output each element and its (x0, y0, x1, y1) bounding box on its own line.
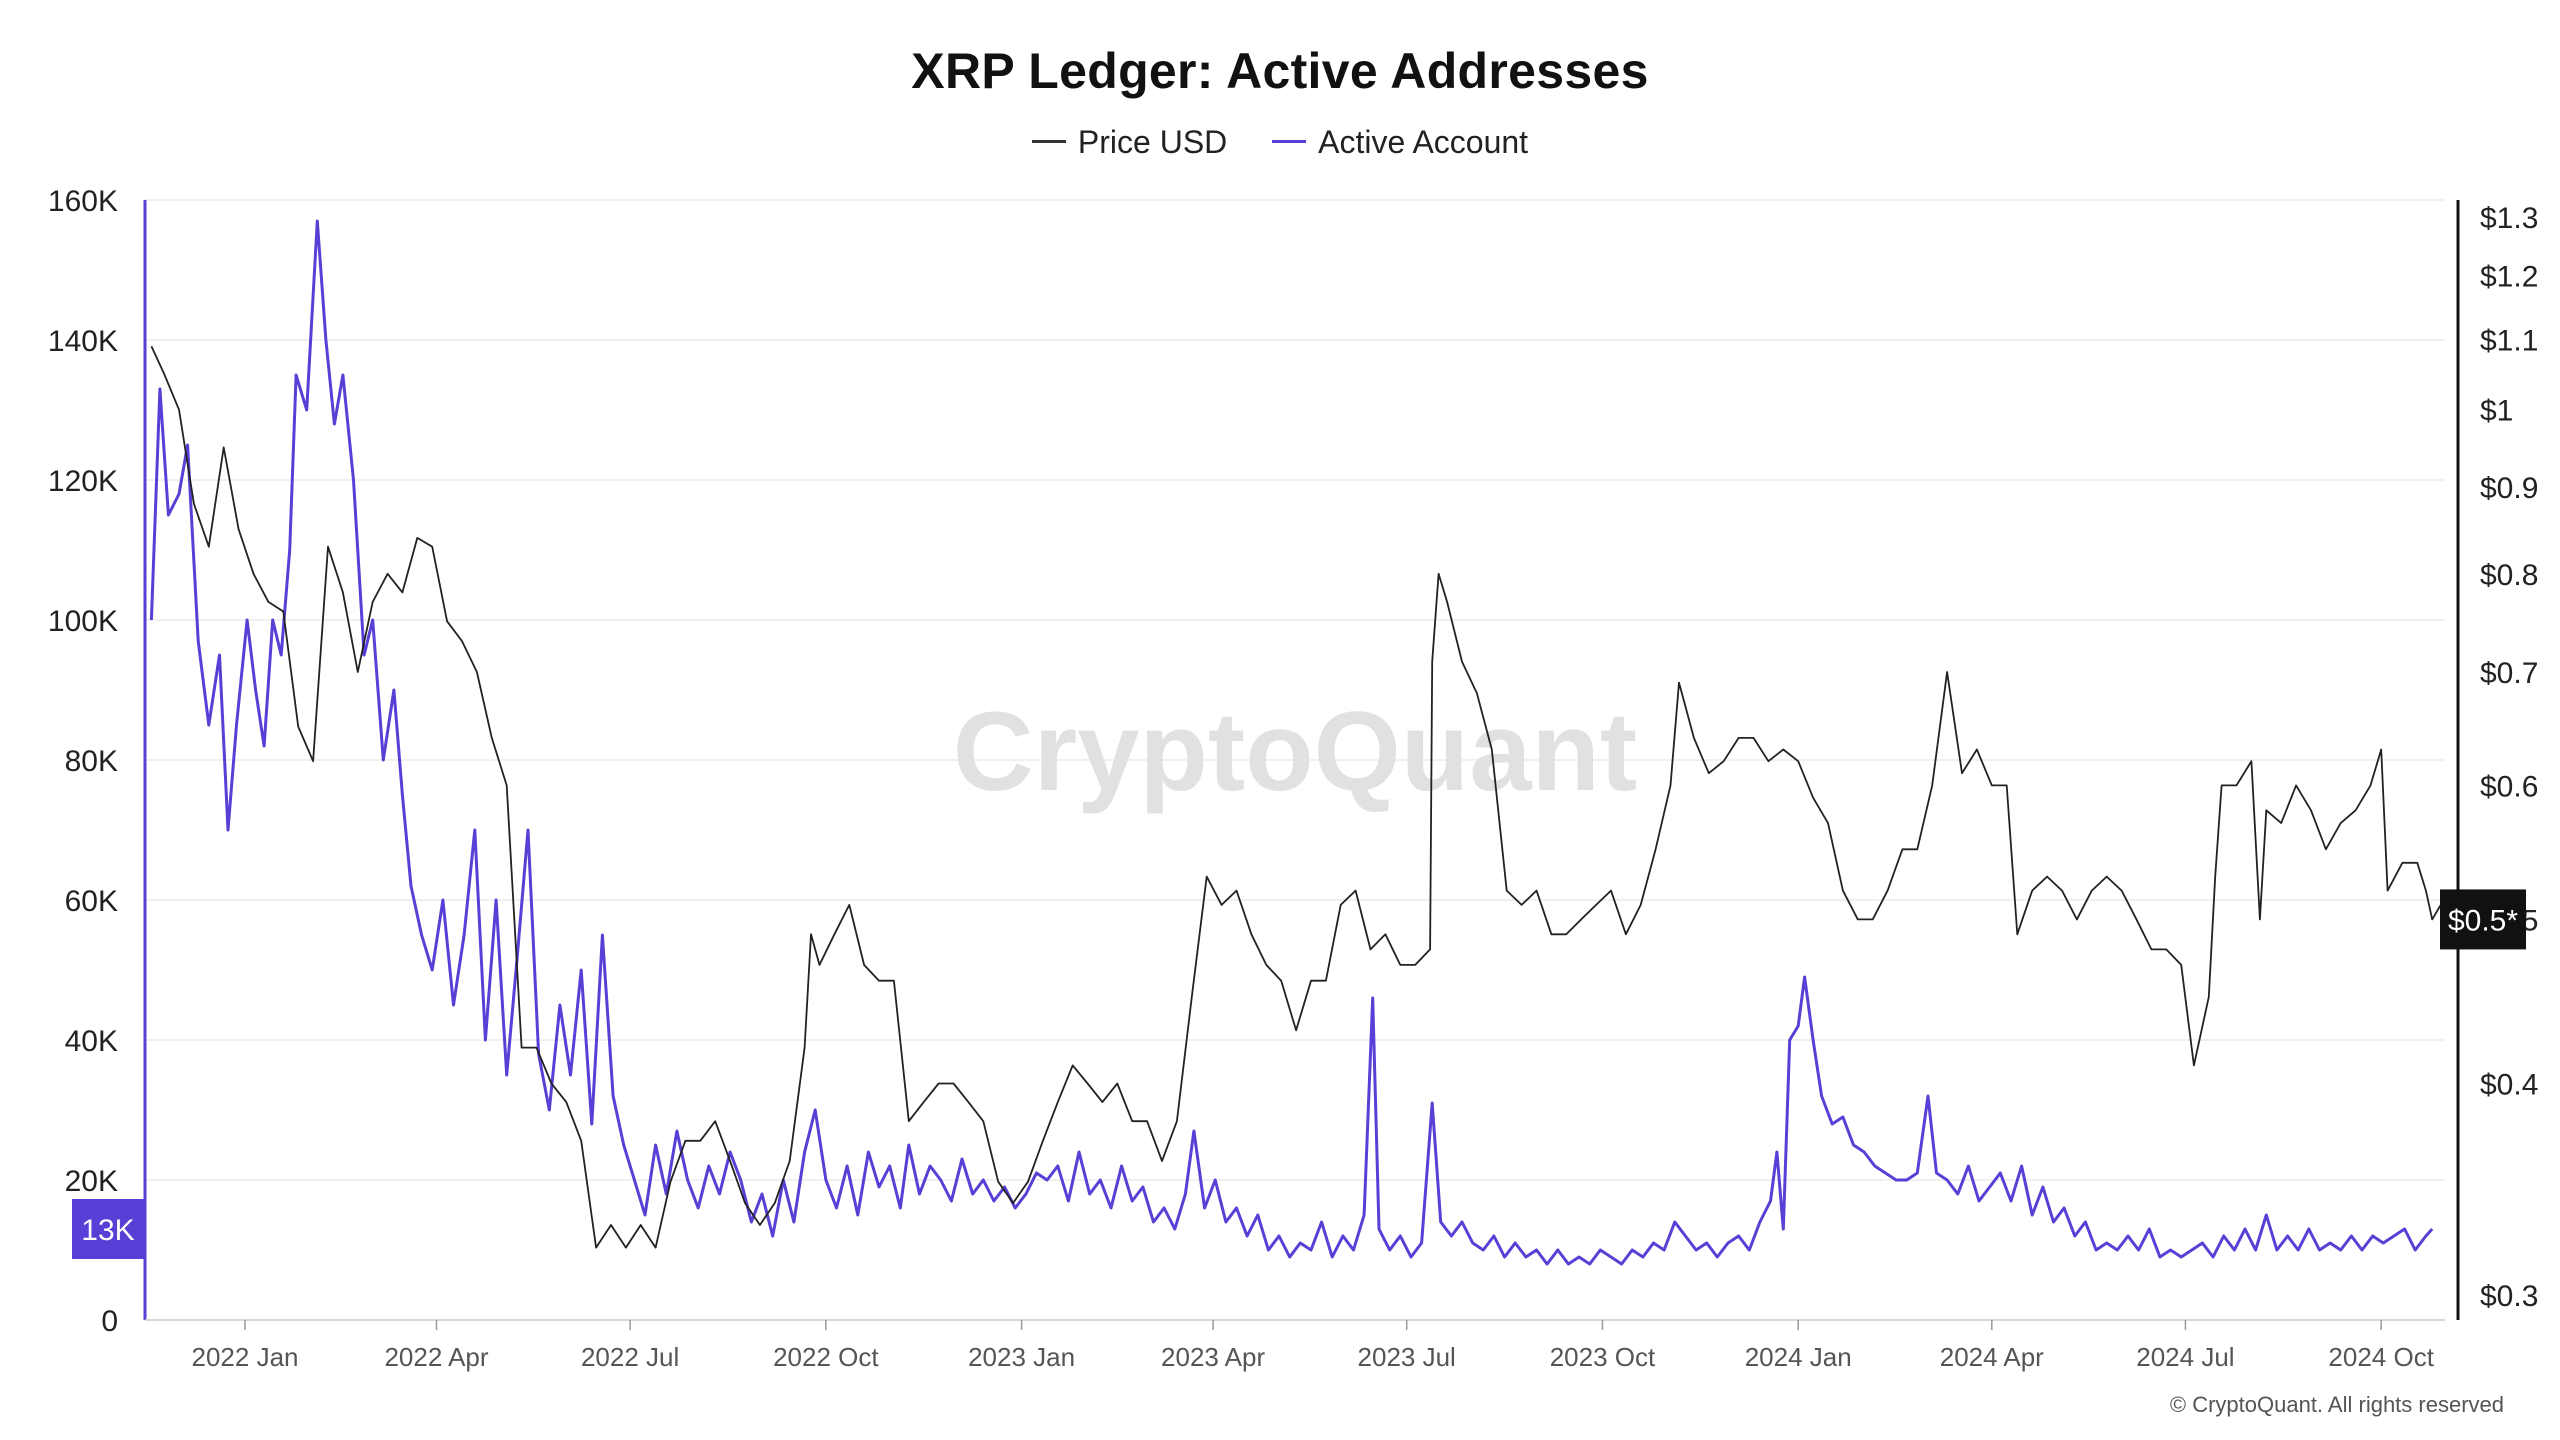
y-left-tick-label: 60K (65, 885, 118, 918)
x-tick-label: 2022 Oct (773, 1342, 879, 1372)
copyright: © CryptoQuant. All rights reserved (2169, 1392, 2504, 1417)
gridlines (145, 199, 2445, 1181)
legend-item-price[interactable]: Price USD (1031, 124, 1228, 161)
current-value-label-left: 13K (81, 1214, 134, 1247)
price-usd-line (150, 345, 2442, 1249)
legend-swatch-price (1031, 140, 1066, 144)
y-axis-right-labels: $0.3$0.4$0.5$0.6$0.7$0.8$0.9$1$1.1$1.2$1… (2480, 202, 2538, 1313)
x-tick-label: 2023 Apr (1161, 1342, 1265, 1372)
y-right-tick-label: $0.6 (2480, 770, 2538, 803)
y-right-tick-label: $0.7 (2480, 657, 2538, 690)
y-right-tick-label: $1 (2480, 395, 2513, 428)
legend-item-active[interactable]: Active Account (1272, 124, 1528, 161)
series-price-usd (150, 345, 2442, 1249)
y-left-tick-label: 0 (101, 1305, 118, 1338)
x-tick-label: 2024 Jul (2136, 1342, 2234, 1372)
y-right-tick-label: $1.2 (2480, 261, 2538, 294)
x-tick-label: 2024 Oct (2328, 1342, 2434, 1372)
y-axis-left-labels: 0 20K 40K 60K 80K 100K 120K 140K 160K (48, 185, 118, 1338)
legend: Price USD Active Account (0, 124, 2560, 161)
current-value-badge-left (72, 1199, 144, 1259)
legend-swatch-active (1272, 140, 1307, 144)
current-value-badge-right (2440, 889, 2526, 950)
x-tick-label: 2023 Jan (968, 1342, 1075, 1372)
series-active-account (149, 219, 2434, 1266)
y-right-tick-label: $1.1 (2480, 325, 2538, 358)
x-axis-labels: 2022 Jan 2022 Apr 2022 Jul 2022 Oct 2023 Jan… (192, 1320, 2435, 1372)
x-tick-label: 2022 Apr (384, 1342, 488, 1372)
current-value-label-right: $0.5* (2448, 904, 2518, 937)
x-tick-label: 2024 Jan (1745, 1342, 1852, 1372)
active-account-line (149, 219, 2434, 1266)
y-right-tick-label: $1.3 (2480, 202, 2538, 235)
chart-title: XRP Ledger: Active Addresses (911, 43, 1649, 99)
x-tick-label: 2022 Jan (192, 1342, 299, 1372)
y-left-tick-label: 40K (65, 1025, 118, 1058)
y-left-tick-label: 20K (65, 1165, 118, 1198)
axes (143, 200, 2460, 1321)
y-left-tick-label: 80K (65, 745, 118, 778)
y-right-tick-label: $0.3 (2480, 1280, 2538, 1313)
y-left-tick-label: 120K (48, 465, 118, 498)
y-left-tick-label: 160K (48, 185, 118, 218)
x-tick-label: 2023 Oct (1550, 1342, 1656, 1372)
y-right-tick-label: $0.9 (2480, 472, 2538, 505)
x-tick-label: 2022 Jul (581, 1342, 679, 1372)
x-tick-label: 2024 Apr (1940, 1342, 2044, 1372)
current-value-badges: 13K $0.5* (72, 889, 2526, 1259)
y-right-tick-label: $0.8 (2480, 559, 2538, 592)
watermark: CryptoQuant (953, 689, 1637, 814)
legend-label-price: Price USD (1077, 124, 1228, 160)
y-left-tick-label: 140K (48, 325, 118, 358)
legend-label-active: Active Account (1318, 124, 1529, 160)
y-left-tick-label: 100K (48, 605, 118, 638)
x-tick-label: 2023 Jul (1358, 1342, 1456, 1372)
y-right-tick-label: $0.4 (2480, 1069, 2538, 1102)
